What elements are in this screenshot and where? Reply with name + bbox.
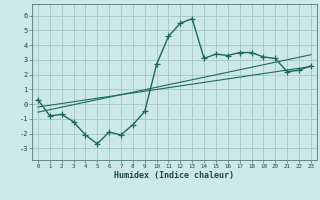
X-axis label: Humidex (Indice chaleur): Humidex (Indice chaleur) (115, 171, 234, 180)
